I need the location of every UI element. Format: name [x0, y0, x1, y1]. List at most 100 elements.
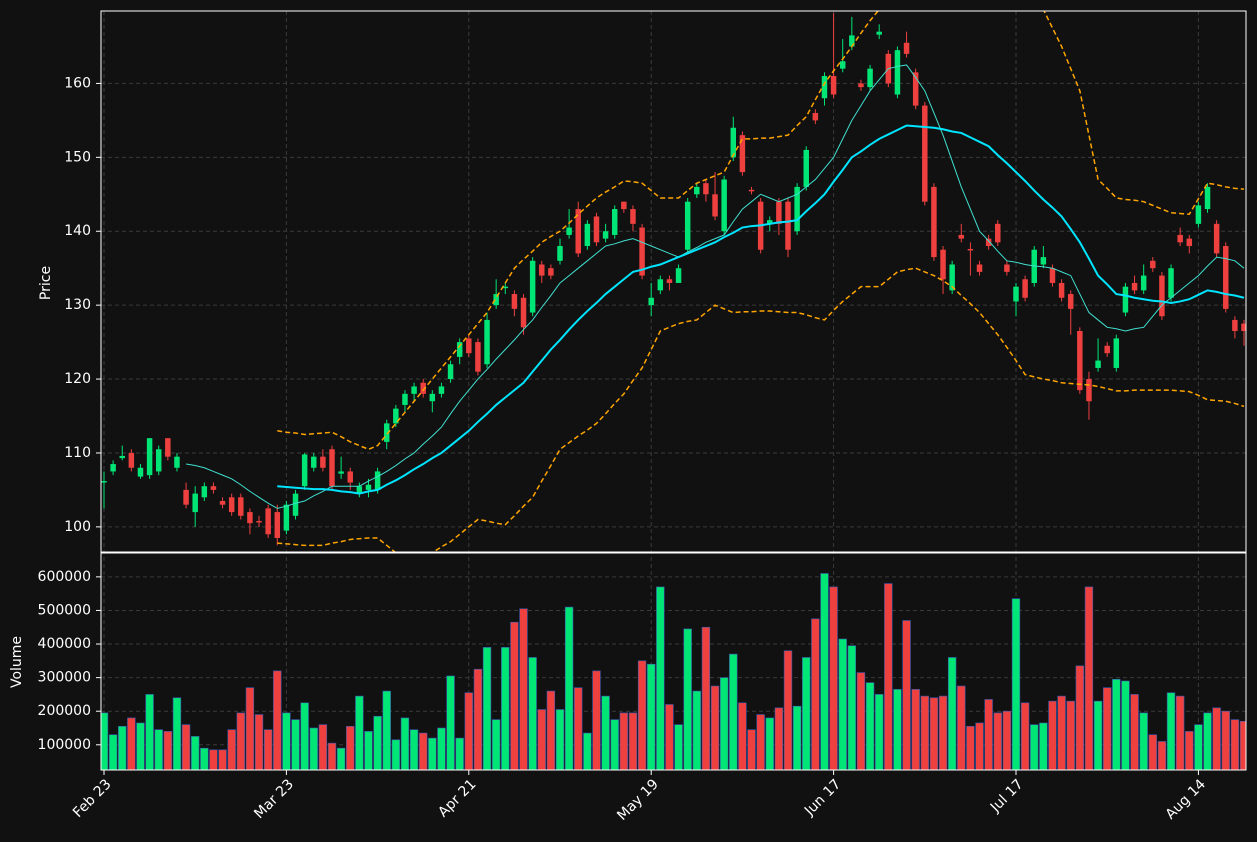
volume-bar — [574, 687, 583, 770]
volume-bar — [181, 724, 191, 770]
volume-bar — [656, 586, 665, 770]
candle-body — [931, 186, 937, 258]
candle-body — [529, 260, 536, 313]
volume-bar — [1239, 720, 1246, 770]
candle-body — [219, 501, 226, 505]
volume-bar — [400, 717, 410, 770]
candle-body — [584, 223, 591, 247]
volume-bar — [774, 707, 784, 770]
x-tick-label: Mar 23 — [251, 776, 297, 822]
volume-bar — [674, 724, 683, 770]
candle-body — [1241, 323, 1246, 332]
candle-body — [666, 279, 673, 283]
candle-body — [110, 464, 116, 472]
volume-bar — [473, 668, 483, 770]
candle-body — [228, 497, 235, 513]
volume-bar — [263, 729, 273, 770]
candle-body — [1040, 257, 1047, 265]
candle-body — [265, 508, 271, 535]
candle-body — [593, 216, 600, 243]
volume-bar — [1194, 724, 1203, 770]
candle-body — [192, 493, 198, 513]
candle-body — [511, 294, 518, 309]
volume-bar — [336, 747, 346, 770]
candle-body — [1204, 186, 1211, 210]
volume-bar — [738, 702, 747, 770]
volume-bar — [191, 736, 200, 770]
y-tick-label: 100000 — [38, 737, 91, 753]
volume-bar — [254, 714, 264, 770]
candle-body — [639, 227, 645, 276]
candle-body — [201, 486, 208, 498]
volume-bar — [847, 645, 857, 770]
candle-body — [365, 484, 372, 490]
volume-bar — [108, 734, 118, 770]
x-tick-label: Feb 23 — [70, 776, 115, 821]
volume-bar — [710, 685, 720, 770]
volume-bar — [1048, 700, 1057, 770]
candle-body — [995, 223, 1001, 243]
candle-body — [539, 264, 545, 276]
volume-bar — [765, 717, 774, 770]
volume-bar — [437, 727, 446, 770]
volume-bar — [966, 726, 975, 770]
volume-bar — [282, 712, 291, 770]
volume-bar — [947, 657, 957, 770]
volume-bar — [1203, 712, 1212, 770]
volume-bar — [446, 675, 455, 770]
volume-bar — [455, 737, 464, 770]
price-axis-label: Price — [38, 266, 54, 300]
overlay-line — [277, 267, 1245, 552]
volume-bar — [1002, 710, 1012, 770]
candle-body — [165, 438, 171, 457]
volume-bar — [619, 712, 629, 770]
y-tick-label: 100 — [64, 519, 91, 535]
candle-body — [703, 183, 709, 195]
overlay-line — [277, 11, 1245, 451]
candle-body — [338, 471, 344, 474]
volume-bar — [555, 709, 565, 770]
candle-body — [566, 227, 572, 235]
volume-bar — [610, 719, 619, 770]
volume-bar — [1112, 679, 1121, 770]
volume-bar — [291, 719, 300, 770]
candle-body — [137, 467, 144, 477]
candle-body — [985, 238, 992, 247]
x-tick-label: Jul 17 — [987, 776, 1027, 816]
candle-body — [1177, 234, 1183, 243]
volume-bar — [957, 685, 966, 770]
volume-bar — [1139, 712, 1148, 770]
candle-body — [292, 493, 299, 516]
candle-body — [767, 220, 773, 224]
candle-body — [675, 268, 682, 283]
candle-body — [958, 234, 965, 239]
volume-bar — [1221, 710, 1230, 770]
price-frame — [100, 10, 1247, 553]
volume-bar — [792, 705, 802, 770]
volume-bar — [829, 586, 838, 770]
candle-body — [1049, 268, 1056, 283]
volume-bar — [327, 742, 337, 770]
candle-body — [283, 504, 290, 531]
candle-body — [502, 286, 509, 289]
candle-body — [621, 201, 627, 210]
volume-bar — [546, 690, 556, 770]
candle-body — [548, 268, 554, 276]
candle-body — [420, 382, 426, 394]
candle-body — [1232, 319, 1238, 332]
candle-body — [1067, 294, 1074, 309]
candle-body — [1159, 275, 1165, 317]
candle-body — [684, 201, 691, 250]
y-tick-label: 160 — [64, 75, 91, 91]
candle-body — [821, 76, 828, 99]
candle-body — [383, 423, 390, 442]
volume-bar — [227, 729, 236, 770]
volume-bar — [200, 747, 209, 770]
volume-bar — [1020, 702, 1030, 770]
candle-body — [1140, 275, 1147, 291]
volume-bar — [373, 715, 382, 770]
volume-bar — [1121, 680, 1130, 770]
candle-body — [694, 186, 700, 195]
candle-body — [155, 449, 162, 472]
